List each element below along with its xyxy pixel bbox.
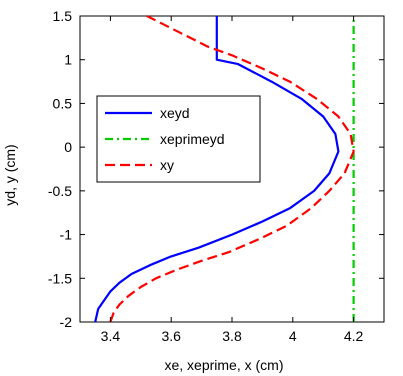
legend-items: xeyd xeprimeyd xy [105,105,225,173]
legend-label-xeprimeyd: xeprimeyd [160,131,225,147]
x-tick-label: 3.8 [222,328,242,344]
legend: xeyd xeprimeyd xy [96,95,261,183]
y-tick-label: 1 [64,52,72,68]
y-tick-label: 0 [64,139,72,155]
legend-label-xeyd: xeyd [160,105,190,121]
y-tick-label: -0.5 [48,183,72,199]
tick-layer: 3.4 3.6 3.8 4 4.2 -2 -1.5 -1 -0.5 0 0.5 1 1.5 [48,8,384,344]
series-line-xeyd [94,16,340,323]
y-tick-label: -1.5 [48,270,72,286]
y-tick-label: -2 [60,314,73,330]
x-tick-label: 3.4 [101,328,121,344]
x-tick-label: 3.6 [161,328,181,344]
series-layer [94,15,355,323]
y-tick-label: -1 [60,227,73,243]
y-axis-label: yd, y (cm) [2,144,18,205]
y-tick-label: 0.5 [53,95,73,111]
x-tick-label: 4 [289,328,297,344]
legend-label-xy: xy [160,157,174,173]
x-tick-label: 4.2 [344,328,364,344]
x-axis-label: xe, xeprime, x (cm) [164,357,283,373]
y-tick-label: 1.5 [53,8,73,24]
